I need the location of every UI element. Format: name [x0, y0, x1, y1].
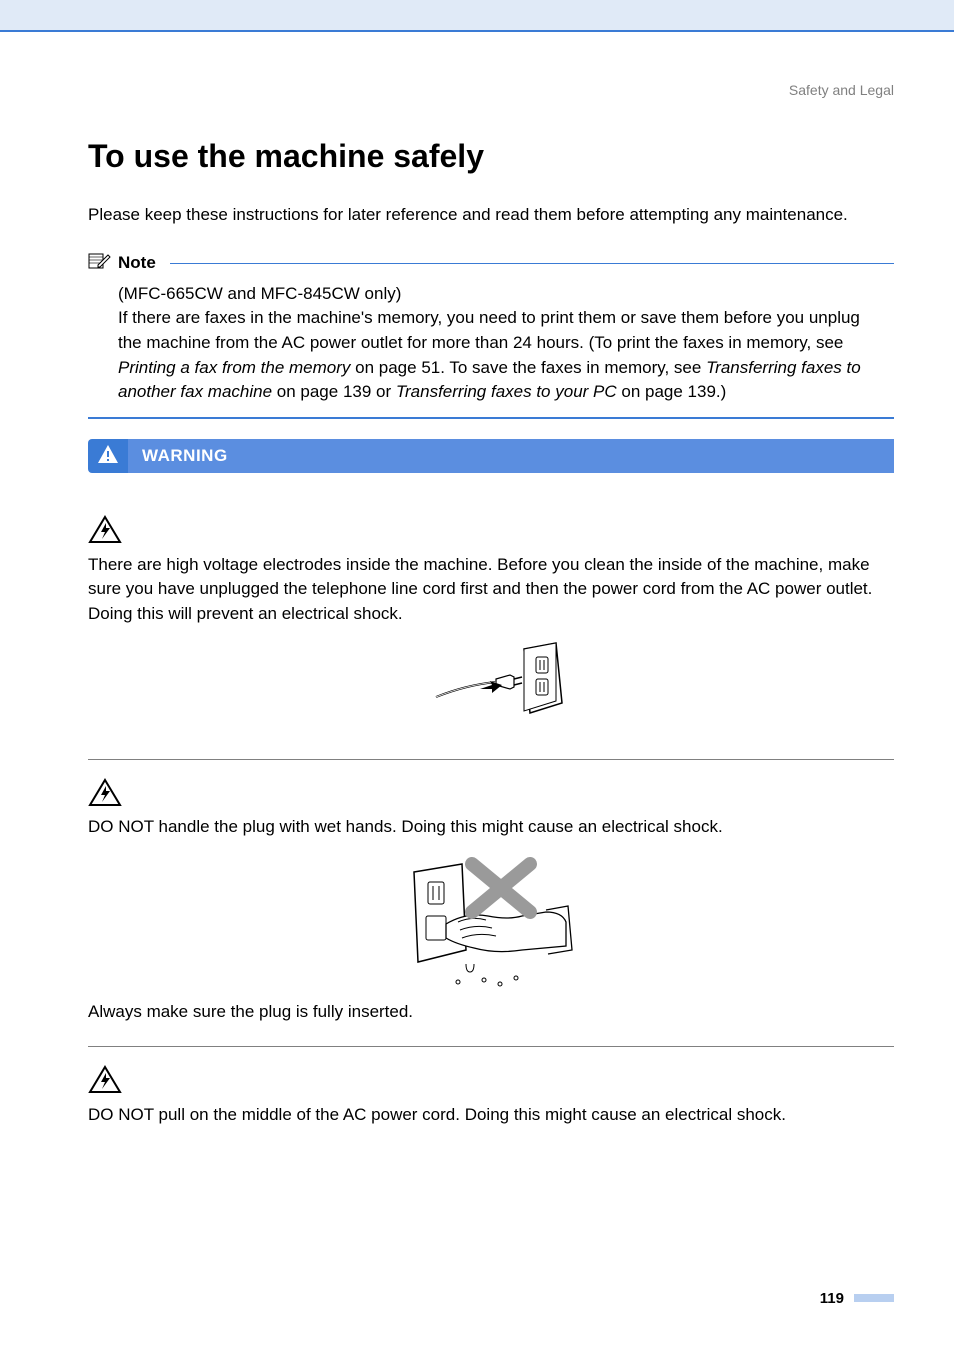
warning-section-2: DO NOT handle the plug with wet hands. D… — [88, 760, 894, 1047]
top-color-bar — [0, 0, 954, 32]
note-header-rule — [170, 263, 894, 264]
note-label: Note — [118, 253, 156, 273]
note-block: Note (MFC-665CW and MFC-845CW only) If t… — [88, 251, 894, 419]
note-text-post: on page 139.) — [617, 382, 727, 401]
note-model-line: (MFC-665CW and MFC-845CW only) — [118, 284, 401, 303]
note-body: (MFC-665CW and MFC-845CW only) If there … — [88, 282, 894, 419]
note-text-pre: If there are faxes in the machine's memo… — [118, 308, 860, 352]
warning-section-1: There are high voltage electrodes inside… — [88, 497, 894, 759]
electric-shock-icon — [88, 1065, 894, 1103]
note-ref-3: Transferring faxes to your PC — [396, 382, 617, 401]
note-header: Note — [88, 251, 894, 276]
section-header-label: Safety and Legal — [88, 82, 894, 98]
intro-paragraph: Please keep these instructions for later… — [88, 203, 894, 227]
page-number-bar — [854, 1294, 894, 1302]
warning-icon-box — [88, 439, 128, 473]
electric-shock-icon — [88, 515, 894, 553]
note-ref-1: Printing a fax from the memory — [118, 358, 350, 377]
warning-text-3: DO NOT pull on the middle of the AC powe… — [88, 1103, 894, 1128]
page-number: 119 — [820, 1290, 844, 1307]
note-pencil-icon — [88, 251, 112, 276]
note-text-mid1: on page 51. To save the faxes in memory,… — [350, 358, 706, 377]
electric-shock-icon — [88, 778, 894, 816]
warning-section-3: DO NOT pull on the middle of the AC powe… — [88, 1047, 894, 1149]
warning-bar: WARNING — [88, 439, 894, 473]
warning-triangle-icon — [96, 443, 120, 470]
page-number-row: 119 — [88, 1290, 894, 1307]
page-content: Safety and Legal To use the machine safe… — [0, 32, 954, 1347]
page-title: To use the machine safely — [88, 138, 894, 175]
illustration-unplug — [88, 641, 894, 731]
illustration-wet-hands — [88, 854, 894, 994]
warning-text-2a: DO NOT handle the plug with wet hands. D… — [88, 815, 894, 840]
warning-text-2b: Always make sure the plug is fully inser… — [88, 1000, 894, 1025]
warning-label: WARNING — [128, 439, 894, 473]
warning-text-1: There are high voltage electrodes inside… — [88, 553, 894, 627]
note-text-mid2: on page 139 or — [272, 382, 396, 401]
